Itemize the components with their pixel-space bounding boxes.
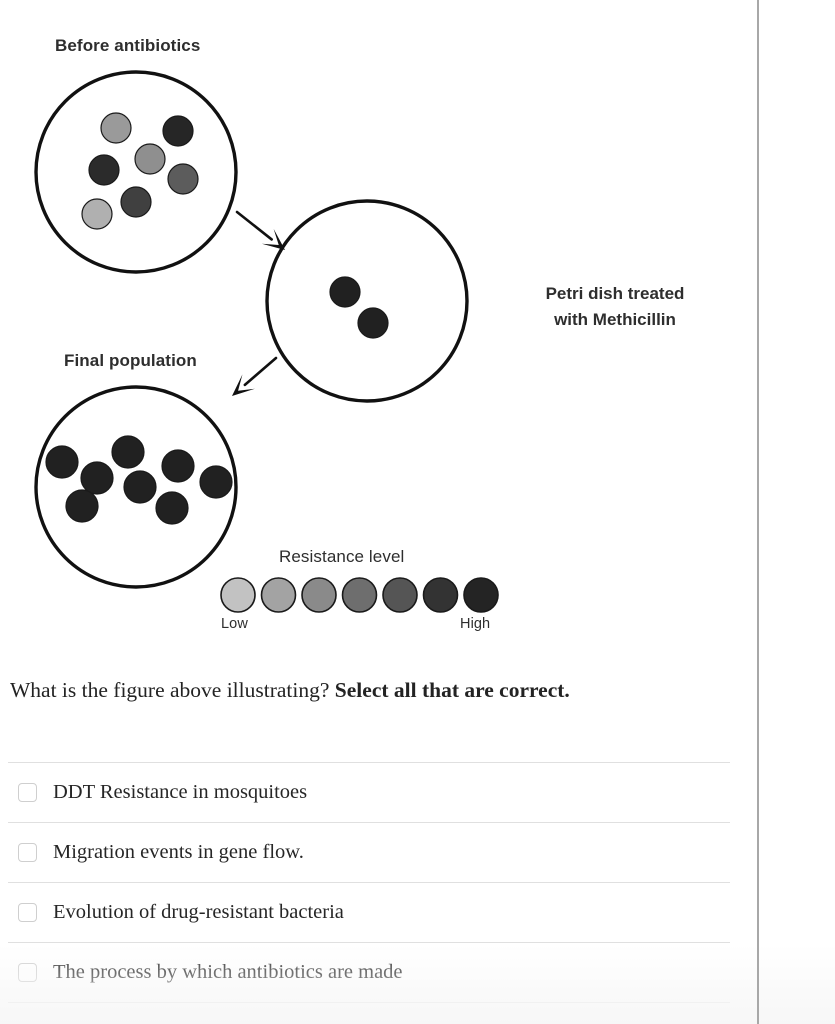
label-before-antibiotics: Before antibiotics xyxy=(55,36,201,55)
bacteria-colony-dot xyxy=(167,163,199,195)
question-text: What is the figure above illustrating? xyxy=(10,678,335,702)
arrow-treated-to-final xyxy=(232,356,278,396)
arrow-treated-to-final-shaft xyxy=(243,356,278,387)
resistance-swatch xyxy=(463,577,499,613)
antibiotic-resistance-figure: Before antibiotics Final population Petr… xyxy=(34,36,730,632)
option-divider xyxy=(8,1002,730,1003)
label-scale-low: Low xyxy=(221,616,248,632)
methicillin-treated-dish-outline xyxy=(265,199,469,403)
right-margin-pane xyxy=(759,0,835,1024)
option-row[interactable]: Migration events in gene flow. xyxy=(8,823,730,882)
label-petri-dish-treated: Petri dish treated with Methicillin xyxy=(500,281,730,334)
option-divider xyxy=(8,942,730,943)
bacteria-colony-dot xyxy=(81,198,113,230)
option-divider xyxy=(8,762,730,763)
figure-illustration xyxy=(34,70,499,613)
resistance-swatch xyxy=(220,577,256,613)
arrow-before-to-treated xyxy=(235,210,285,250)
option-checkbox[interactable] xyxy=(18,843,37,862)
methicillin-treated-dish xyxy=(265,199,469,403)
arrow-before-to-treated-head xyxy=(261,228,285,250)
bacteria-colony-dot xyxy=(111,435,145,469)
bacteria-colony-dot xyxy=(120,186,152,218)
arrow-treated-to-final-head xyxy=(232,374,255,396)
answer-options-list: DDT Resistance in mosquitoes Migration ev… xyxy=(8,762,730,1003)
question-instruction: Select all that are correct. xyxy=(334,678,570,702)
label-petri-line-2: with Methicillin xyxy=(554,310,676,330)
label-petri-line-1: Petri dish treated xyxy=(545,284,685,303)
bacteria-colony-dot xyxy=(80,461,114,495)
option-divider xyxy=(8,882,730,883)
bacteria-colony-dot xyxy=(155,491,189,525)
label-resistance-level: Resistance level xyxy=(279,547,405,566)
label-scale-high: High xyxy=(460,616,491,632)
option-row[interactable]: DDT Resistance in mosquitoes xyxy=(8,763,730,822)
resistance-swatch xyxy=(301,577,337,613)
bacteria-colony-dot xyxy=(199,465,233,499)
resistance-swatch xyxy=(341,577,378,613)
option-label: Migration events in gene flow. xyxy=(53,841,304,864)
bacteria-colony-dot xyxy=(45,445,79,479)
resistance-swatch xyxy=(382,577,418,613)
option-label: DDT Resistance in mosquitoes xyxy=(53,781,308,804)
option-label: The process by which antibiotics are mad… xyxy=(53,961,403,984)
content-frame-divider xyxy=(757,0,759,1024)
option-label: Evolution of drug-resistant bacteria xyxy=(53,901,344,924)
option-checkbox[interactable] xyxy=(18,903,37,922)
resistance-scale-swatches xyxy=(220,577,499,613)
option-checkbox[interactable] xyxy=(18,963,37,982)
resistance-swatch xyxy=(422,577,459,613)
label-final-population: Final population xyxy=(64,351,197,370)
before-antibiotics-dish xyxy=(34,70,238,274)
bacteria-colony-dot xyxy=(100,112,132,144)
bacteria-colony-dot xyxy=(161,449,195,483)
option-row[interactable]: The process by which antibiotics are mad… xyxy=(8,943,730,1002)
bacteria-colony-dot xyxy=(162,115,194,147)
bacteria-colony-dot xyxy=(329,276,361,308)
bacteria-colony-dot xyxy=(88,154,120,186)
bacteria-colony-dot xyxy=(123,470,157,504)
before-antibiotics-dish-outline xyxy=(34,70,238,274)
bacteria-colony-dot xyxy=(134,143,166,175)
option-checkbox[interactable] xyxy=(18,783,37,802)
bacteria-colony-dot xyxy=(357,307,389,339)
option-row[interactable]: Evolution of drug-resistant bacteria xyxy=(8,883,730,942)
arrow-before-to-treated-shaft xyxy=(235,210,273,241)
bacteria-colony-dot xyxy=(65,489,99,523)
resistance-swatch xyxy=(260,577,297,613)
final-population-dish xyxy=(34,385,238,589)
option-divider xyxy=(8,822,730,823)
question-prompt: What is the figure above illustrating? S… xyxy=(10,676,740,705)
